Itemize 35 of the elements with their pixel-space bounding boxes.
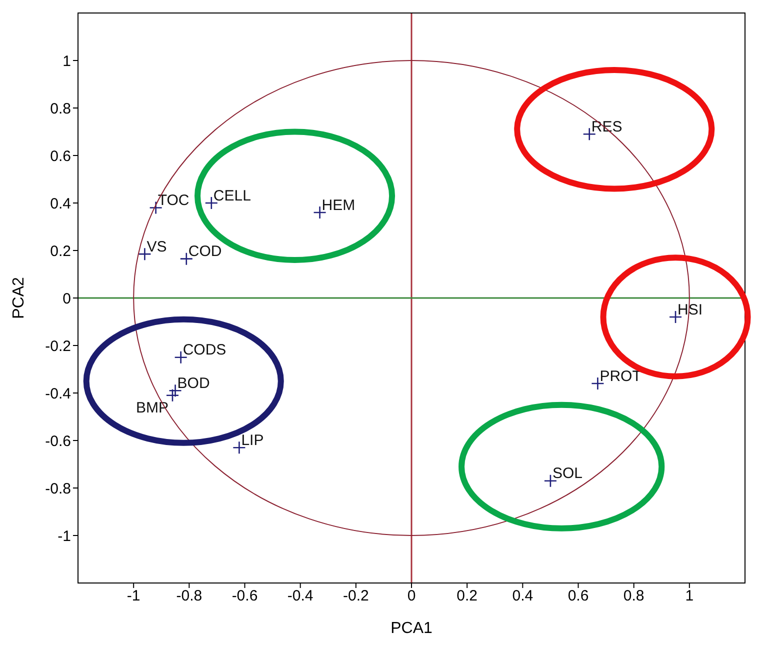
x-tick-label: 1 (685, 588, 694, 605)
annotation: VS (146, 238, 167, 256)
y-tick-label: 0.2 (50, 242, 71, 260)
x-tick-label: -1 (126, 588, 140, 605)
y-tick-label: -0.4 (45, 385, 71, 402)
x-tick-label: 0 (407, 588, 416, 605)
y-tick-label: -0.2 (45, 338, 71, 355)
y-tick-label: -0.8 (45, 480, 71, 498)
y-tick-label: 1 (62, 52, 71, 70)
annotation: LIP (241, 432, 264, 449)
point (166, 388, 180, 402)
x-tick-label: -0.4 (287, 588, 314, 605)
y-tick-label: 0.8 (50, 100, 71, 118)
x-tick-label: 0.2 (456, 588, 478, 605)
annotation: BOD (177, 374, 210, 392)
x-tick-label: -0.2 (342, 588, 369, 605)
annotation: CELL (213, 187, 251, 204)
y-tick-label: 0.4 (50, 195, 71, 212)
y-axis-title: PCA2 (10, 277, 28, 319)
annotation: COD (188, 243, 222, 260)
x-tick-label: 0.4 (512, 588, 534, 605)
x-tick-label: 0.8 (623, 588, 644, 605)
annotation: SOL (552, 465, 582, 482)
x-tick-label: -0.8 (176, 588, 202, 605)
annotation: TOC (158, 192, 190, 210)
annotation: PROT (600, 368, 642, 385)
x-tick-label: 0.6 (568, 588, 589, 605)
y-tick-label: -0.6 (45, 432, 71, 450)
annotation: CODS (182, 342, 226, 359)
y-tick-label: -1 (58, 528, 71, 545)
y-tick-label: 0 (62, 290, 71, 308)
x-tick-label: -0.6 (232, 588, 258, 605)
annotation: HEM (322, 196, 356, 214)
y-tick-label: 0.6 (50, 148, 71, 165)
x-axis-title: PCA1 (390, 620, 432, 637)
